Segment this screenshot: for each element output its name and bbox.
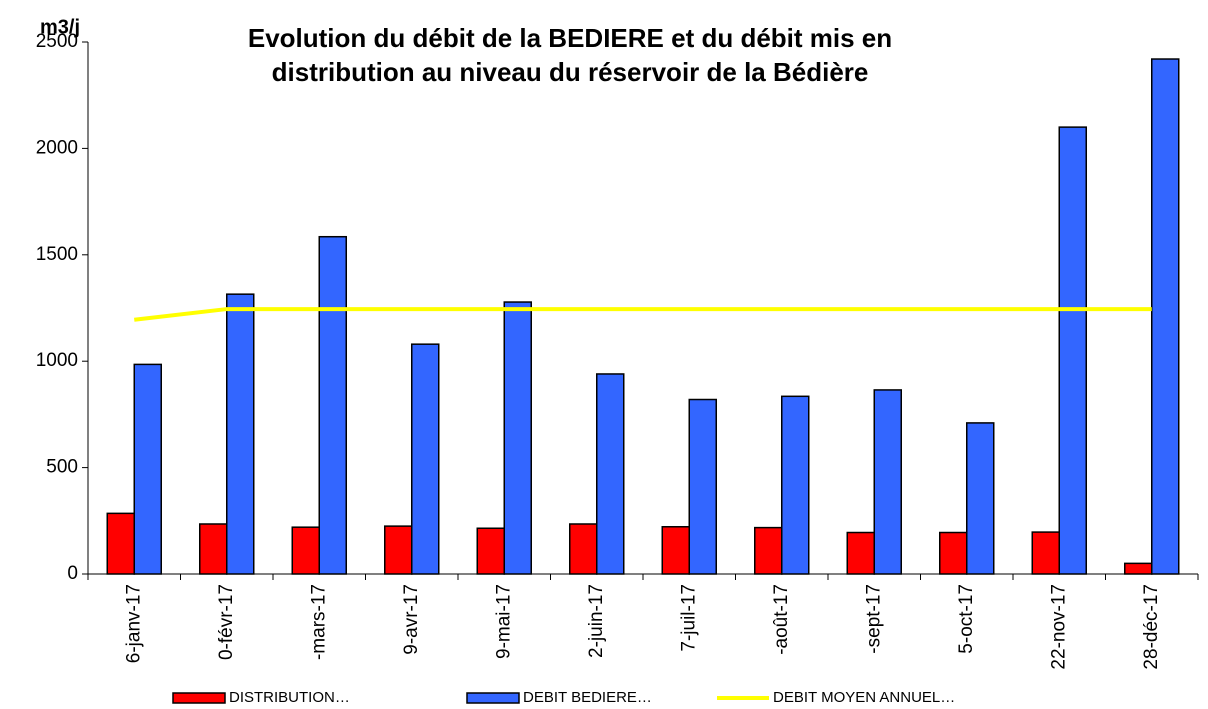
bar bbox=[1124, 562, 1153, 575]
chart-title: Evolution du débit de la BEDIERE et du d… bbox=[248, 23, 892, 53]
x-label-group: 0-févr-17 bbox=[216, 584, 237, 660]
bar bbox=[318, 235, 347, 575]
y-tick-label: 1000 bbox=[36, 350, 78, 371]
x-tick-label: -août-17 bbox=[771, 584, 792, 655]
bar bbox=[688, 398, 717, 575]
bar bbox=[476, 527, 505, 575]
y-tick-label: 1500 bbox=[36, 244, 78, 265]
bar bbox=[966, 422, 995, 575]
x-tick-label: 22-nov-17 bbox=[1048, 584, 1069, 670]
legend-label: DISTRIBUTION… bbox=[229, 689, 350, 706]
x-tick-label: 28-déc-17 bbox=[1141, 584, 1162, 670]
x-label-group: 28-déc-17 bbox=[1141, 584, 1162, 670]
bar bbox=[846, 531, 875, 575]
x-label-group: 9-avr-17 bbox=[401, 584, 422, 655]
x-tick-label: 9-avr-17 bbox=[401, 584, 422, 655]
legend-label: DEBIT BEDIERE… bbox=[523, 689, 652, 706]
bar bbox=[781, 395, 810, 575]
y-tick-label: 500 bbox=[46, 457, 78, 478]
y-tick-label: 2000 bbox=[36, 137, 78, 158]
bar bbox=[291, 526, 320, 575]
x-label-group: 2-juin-17 bbox=[586, 584, 607, 658]
bar bbox=[1058, 126, 1087, 575]
bar bbox=[384, 525, 413, 575]
x-tick-label: 0-févr-17 bbox=[216, 584, 237, 660]
y-tick-label: 2500 bbox=[36, 31, 78, 52]
bar bbox=[1031, 531, 1060, 575]
legend-label: DEBIT MOYEN ANNUEL… bbox=[773, 689, 955, 706]
bar bbox=[661, 526, 690, 575]
bar bbox=[596, 373, 625, 575]
x-label-group: 9-mai-17 bbox=[493, 584, 514, 659]
x-tick-label: -sept-17 bbox=[863, 584, 884, 654]
bar bbox=[199, 523, 228, 575]
x-tick-label: 7-juil-17 bbox=[678, 584, 699, 652]
x-label-group: 6-janv-17 bbox=[123, 584, 144, 663]
x-tick-label: -mars-17 bbox=[308, 584, 329, 660]
bar bbox=[133, 363, 162, 575]
bar bbox=[754, 526, 783, 575]
y-axis-label: m3/j bbox=[40, 16, 80, 38]
bar bbox=[939, 531, 968, 575]
bar bbox=[411, 343, 440, 575]
x-tick-label: 5-oct-17 bbox=[956, 584, 977, 654]
x-label-group: 7-juil-17 bbox=[678, 584, 699, 652]
y-tick-label: 0 bbox=[67, 563, 78, 584]
bar bbox=[1151, 58, 1180, 575]
bar bbox=[106, 512, 135, 575]
bar bbox=[226, 293, 255, 575]
x-tick-label: 6-janv-17 bbox=[123, 584, 144, 663]
legend-swatch bbox=[172, 692, 226, 704]
x-tick-label: 2-juin-17 bbox=[586, 584, 607, 658]
x-label-group: 5-oct-17 bbox=[956, 584, 977, 654]
line-series bbox=[134, 307, 1152, 322]
x-label-group: -août-17 bbox=[771, 584, 792, 655]
bar bbox=[569, 523, 598, 575]
bar bbox=[873, 389, 902, 575]
x-label-group: -sept-17 bbox=[863, 584, 884, 654]
x-label-group: -mars-17 bbox=[308, 584, 329, 660]
x-label-group: 22-nov-17 bbox=[1048, 584, 1069, 670]
bar bbox=[503, 301, 532, 575]
x-tick-label: 9-mai-17 bbox=[493, 584, 514, 659]
legend-swatch bbox=[466, 692, 520, 704]
chart-title: distribution au niveau du réservoir de l… bbox=[272, 57, 869, 87]
